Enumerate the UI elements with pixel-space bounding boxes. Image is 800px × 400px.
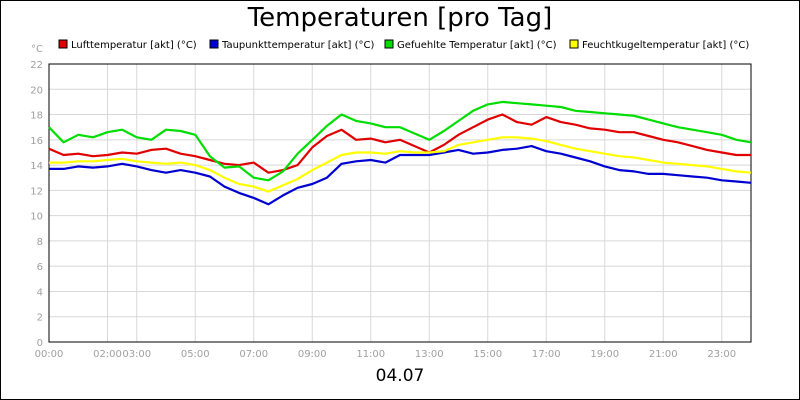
x-tick-label: 09:00 [298, 349, 327, 360]
x-tick-label: 00:00 [35, 349, 64, 360]
y-tick-label: 18 [30, 111, 43, 122]
series-line [49, 136, 752, 193]
x-tick-label: 07:00 [239, 349, 268, 360]
x-tick-label: 03:00 [122, 349, 151, 360]
x-tick-label: 02:00 [93, 349, 122, 360]
chart-title: Temperaturen [pro Tag] [247, 3, 553, 33]
legend-swatch [58, 39, 68, 49]
series-line [49, 145, 752, 206]
plot-border [48, 63, 752, 343]
y-tick-label: 12 [30, 186, 43, 197]
legend-label: Feuchtkugeltemperatur [akt] (°C) [582, 40, 749, 51]
x-tick-label: 11:00 [356, 349, 385, 360]
y-tick-label: 6 [37, 262, 43, 273]
x-tick-label: 19:00 [590, 349, 619, 360]
legend-label: Lufttemperatur [akt] (°C) [71, 40, 197, 51]
y-tick-label: 10 [30, 212, 43, 223]
series-line [48, 113, 751, 174]
x-tick-label: 17:00 [532, 349, 561, 360]
y-unit-label: °C [31, 44, 43, 55]
y-tick-label: 2 [37, 313, 43, 324]
legend-label: Taupunkttemperatur [akt] (°C) [221, 40, 374, 51]
y-tick-label: 22 [30, 60, 43, 71]
x-tick-label: 21:00 [649, 349, 678, 360]
x-tick-label: 05:00 [181, 349, 210, 360]
legend-swatch [384, 39, 394, 49]
y-tick-label: 8 [37, 237, 43, 248]
y-tick-label: 20 [30, 85, 43, 96]
date-label: 04.07 [375, 366, 425, 386]
x-tick-label: 15:00 [473, 349, 502, 360]
legend-swatch [209, 39, 219, 49]
series-line [48, 100, 752, 182]
legend-label: Gefuehlte Temperatur [akt] (°C) [397, 40, 557, 51]
legend-swatch [569, 39, 579, 49]
x-tick-label: 13:00 [415, 349, 444, 360]
y-tick-label: 14 [30, 161, 43, 172]
y-tick-label: 16 [30, 136, 43, 147]
y-tick-label: 0 [37, 338, 43, 349]
y-tick-label: 4 [37, 287, 43, 298]
x-tick-label: 23:00 [707, 349, 736, 360]
